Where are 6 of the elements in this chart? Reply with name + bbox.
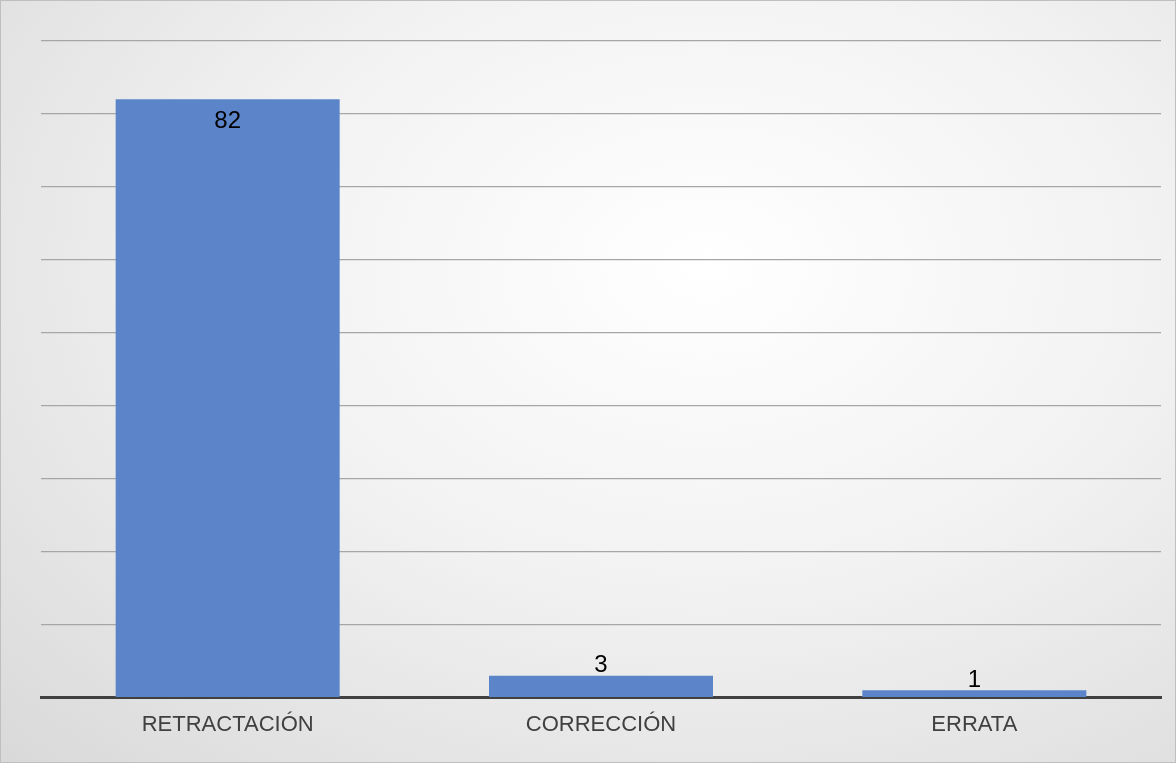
x-tick-label: CORRECCIÓN: [525, 710, 677, 736]
data-label: 82: [214, 105, 242, 133]
data-label: 3: [594, 650, 608, 678]
data-label: 1: [967, 664, 982, 692]
x-tick-label: RETRACTACIÓN: [141, 710, 314, 736]
x-tick-label: ERRATA: [931, 710, 1018, 736]
